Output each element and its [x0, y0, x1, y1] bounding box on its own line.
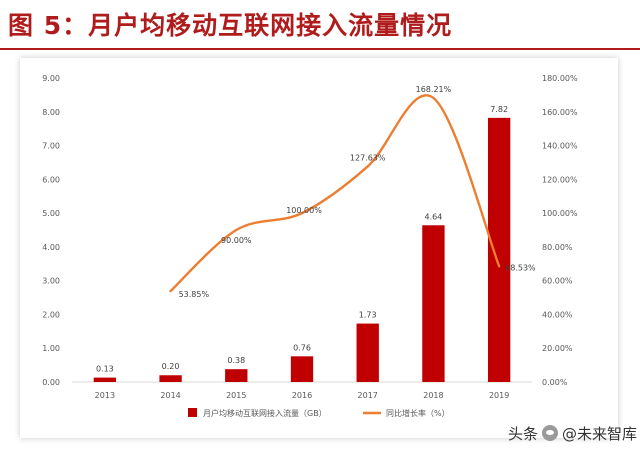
y-right-tick-label: 180.00%: [542, 74, 578, 83]
legend-label-line: 同比增长率（%）: [386, 408, 450, 418]
y-right-tick-label: 0.00%: [542, 378, 568, 387]
watermark-name: @未来智库: [562, 424, 638, 443]
legend-label-bar: 月户均移动互联网接入流量（GB）: [203, 408, 327, 418]
line-data-label: 68.53%: [505, 263, 536, 272]
y-right-tick-label: 20.00%: [542, 344, 573, 353]
line-data-label: 100.00%: [286, 206, 322, 215]
bar-data-label: 4.64: [425, 212, 443, 221]
line-data-label: 168.21%: [416, 85, 452, 94]
bar-data-label: 0.20: [162, 362, 180, 371]
y-right-tick-label: 100.00%: [542, 209, 578, 218]
y-left-tick-label: 8.00: [42, 108, 60, 117]
bar: [356, 323, 379, 382]
wechat-icon: [542, 425, 559, 441]
y-left-tick-label: 3.00: [42, 277, 60, 286]
title-divider: [0, 48, 640, 50]
y-right-tick-label: 140.00%: [542, 142, 578, 151]
x-tick-label: 2017: [358, 391, 378, 400]
x-tick-label: 2015: [226, 391, 246, 400]
line-data-label: 90.00%: [221, 236, 252, 245]
y-left-tick-label: 5.00: [42, 209, 60, 218]
combo-chart: 0.00 1.00 2.00 3.00 4.00 5.00 6.00 7.00 8.00 9.00…: [42, 74, 578, 418]
watermark: 头条 @未来智库: [508, 418, 638, 448]
y-left-tick-label: 1.00: [42, 344, 60, 353]
bar-data-label: 7.82: [490, 105, 508, 114]
bar: [159, 375, 182, 382]
y-right-tick-label: 60.00%: [542, 277, 573, 286]
x-tick-label: 2019: [489, 391, 509, 400]
y-right-tick-label: 120.00%: [542, 175, 578, 184]
y-left-tick-label: 6.00: [42, 175, 60, 184]
chart-panel: 0.00 1.00 2.00 3.00 4.00 5.00 6.00 7.00 8.00 9.00…: [20, 58, 618, 438]
bar: [290, 356, 314, 382]
bar: [422, 225, 445, 382]
legend-swatch-bar: [188, 408, 197, 417]
bar-data-label: 0.38: [227, 356, 245, 365]
line-data-label: 127.63%: [350, 153, 386, 162]
bar-data-label: 1.73: [359, 311, 377, 320]
y-left-tick-label: 0.00: [42, 378, 60, 387]
x-tick-label: 2016: [292, 391, 312, 400]
line-data-label: 53.85%: [179, 290, 210, 299]
bar-data-label: 0.13: [96, 365, 114, 374]
bar-data-label: 0.76: [293, 343, 311, 352]
y-left-tick-label: 4.00: [42, 243, 60, 252]
y-left-tick-label: 2.00: [42, 310, 60, 319]
title-bar: 图 5：月户均移动互联网接入流量情况: [0, 0, 640, 48]
y-right-tick-label: 160.00%: [542, 108, 578, 117]
y-left-tick-label: 9.00: [42, 74, 60, 83]
page-title: 图 5：月户均移动互联网接入流量情况: [8, 11, 453, 40]
y-left-tick-label: 7.00: [42, 142, 60, 151]
x-tick-label: 2018: [423, 391, 443, 400]
bar: [93, 377, 117, 382]
x-tick-label: 2014: [160, 391, 180, 400]
y-right-tick-label: 40.00%: [542, 310, 573, 319]
y-right-tick-label: 80.00%: [542, 243, 573, 252]
x-tick-label: 2013: [95, 391, 115, 400]
growth-rate-line: [169, 94, 501, 293]
bar: [225, 369, 248, 382]
watermark-prefix: 头条: [508, 424, 539, 443]
bar: [487, 117, 511, 382]
